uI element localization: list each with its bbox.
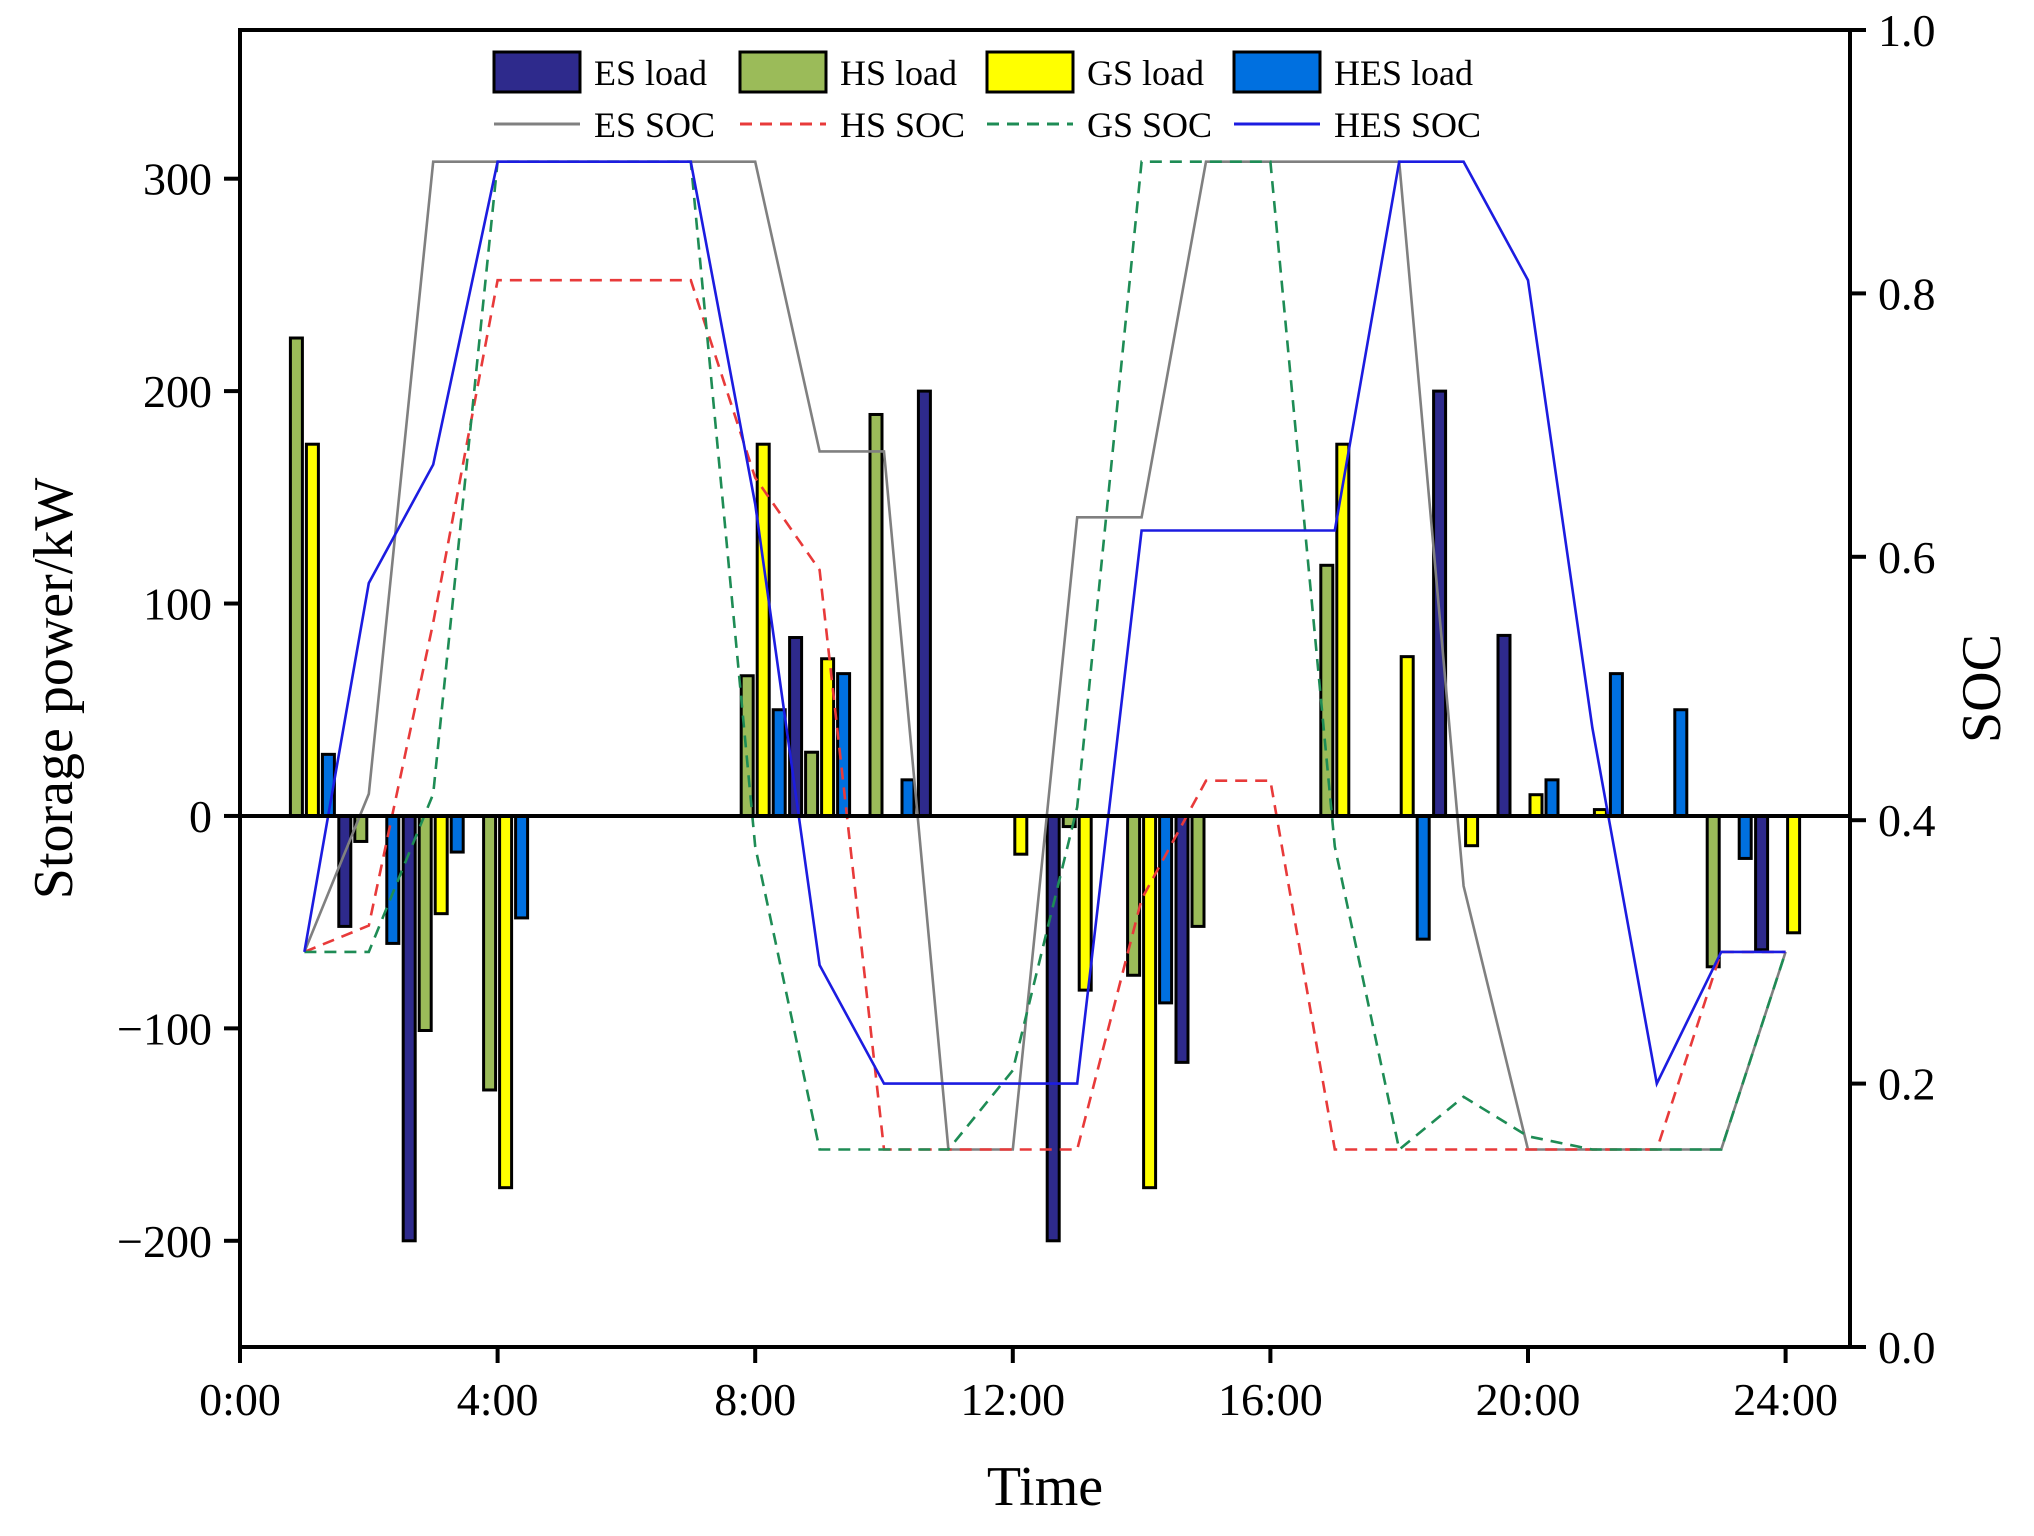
line-gs-soc (304, 160, 1787, 1152)
legend-label-hs-load: HS load (840, 53, 957, 93)
y-axis-left: 300 200 100 0 −100 −200 (117, 154, 240, 1267)
legend: ES load HS load GS load HES load ES SOC HS SO… (492, 50, 1481, 145)
x-tick-label: 24:00 (1733, 1374, 1838, 1425)
y-axis-right: 0.0 0.2 0.4 0.6 0.8 1.0 (1850, 5, 1936, 1373)
bar-group (288, 336, 1802, 1243)
bar-hs-load (1705, 814, 1721, 969)
y2-tick-label: 0.2 (1878, 1059, 1936, 1110)
bar-hs-load (417, 814, 433, 1032)
bar-gs-load (1142, 814, 1158, 1190)
bar-hes-load (1544, 778, 1560, 818)
bar-gs-load (1335, 442, 1351, 818)
y2-axis-title: SOC (1951, 634, 2013, 743)
bar-hs-load (288, 336, 304, 818)
bar-hes-load (1673, 708, 1689, 818)
legend-swatch-gs-load (985, 50, 1075, 94)
bar-hes-load (449, 814, 465, 854)
bar-gs-load (820, 657, 836, 818)
x-tick-label: 4:00 (457, 1374, 539, 1425)
line-hes-soc (303, 160, 1786, 1088)
y2-tick-label: 0.6 (1878, 532, 1936, 583)
y-tick-label: −200 (117, 1216, 212, 1267)
legend-label-hes-soc: HES SOC (1334, 105, 1481, 145)
bar-hs-load (868, 412, 884, 818)
line-es-soc (303, 160, 1787, 1151)
legend-label-hes-load: HES load (1334, 53, 1473, 93)
bar-hs-load (1190, 814, 1206, 928)
x-tick-label: 0:00 (199, 1374, 281, 1425)
bar-gs-load (1786, 814, 1802, 935)
y-tick-label: 200 (143, 366, 212, 417)
bar-hes-load (1608, 672, 1624, 818)
bar-hs-load (804, 750, 820, 818)
bar-es-load (1045, 814, 1061, 1243)
y-tick-label: −100 (117, 1003, 212, 1054)
bar-gs-load (304, 442, 320, 818)
y2-tick-label: 0.8 (1878, 268, 1936, 319)
x-tick-label: 16:00 (1218, 1374, 1323, 1425)
bar-hes-load (514, 814, 530, 920)
bar-gs-load (1013, 814, 1029, 856)
bar-hes-load (1158, 814, 1174, 1005)
bar-es-load (1754, 814, 1770, 952)
soc-line-group (303, 160, 1787, 1152)
legend-label-es-soc: ES SOC (594, 105, 715, 145)
bar-gs-load (1077, 814, 1093, 992)
bar-es-load (916, 389, 932, 818)
x-tick-label: 12:00 (960, 1374, 1065, 1425)
y-tick-label: 300 (143, 154, 212, 205)
bar-hs-load (482, 814, 498, 1092)
legend-label-gs-load: GS load (1087, 53, 1204, 93)
legend-label-es-load: ES load (594, 53, 707, 93)
legend-swatch-hs-load (738, 50, 828, 94)
bar-hs-load (353, 814, 369, 843)
bar-hes-load (1737, 814, 1753, 860)
bar-hes-load (771, 708, 787, 818)
x-tick-label: 20:00 (1476, 1374, 1581, 1425)
x-axis-title: Time (987, 1456, 1103, 1518)
bar-gs-load (433, 814, 449, 916)
bar-es-load (401, 814, 417, 1243)
x-axis: 0:00 4:00 8:00 12:00 16:00 20:00 24:00 (199, 1347, 1838, 1425)
legend-swatch-hes-load (1232, 50, 1322, 94)
bar-es-load (337, 814, 353, 928)
bar-es-load (1174, 814, 1190, 1064)
bar-hes-load (900, 778, 916, 818)
legend-label-hs-soc: HS SOC (840, 105, 965, 145)
y-tick-label: 0 (189, 791, 212, 842)
bar-es-load (1496, 633, 1512, 818)
x-tick-label: 8:00 (714, 1374, 796, 1425)
y-tick-label: 100 (143, 579, 212, 630)
y2-tick-label: 1.0 (1878, 5, 1936, 56)
bar-gs-load (1399, 655, 1415, 818)
bar-hs-load (739, 674, 755, 818)
bar-hes-load (1415, 814, 1431, 941)
bar-gs-load (1528, 793, 1544, 818)
legend-swatch-es-load (492, 50, 582, 94)
bar-gs-load (498, 814, 514, 1190)
bar-gs-load (755, 442, 771, 818)
bar-hs-load (1319, 563, 1335, 818)
y2-tick-label: 0.0 (1878, 1322, 1936, 1373)
y-axis-title: Storage power/kW (23, 478, 85, 900)
plot-frame (238, 28, 1852, 1349)
y2-tick-label: 0.4 (1878, 795, 1936, 846)
legend-label-gs-soc: GS SOC (1087, 105, 1212, 145)
bar-gs-load (1464, 814, 1480, 848)
line-hs-soc (303, 278, 1786, 1151)
